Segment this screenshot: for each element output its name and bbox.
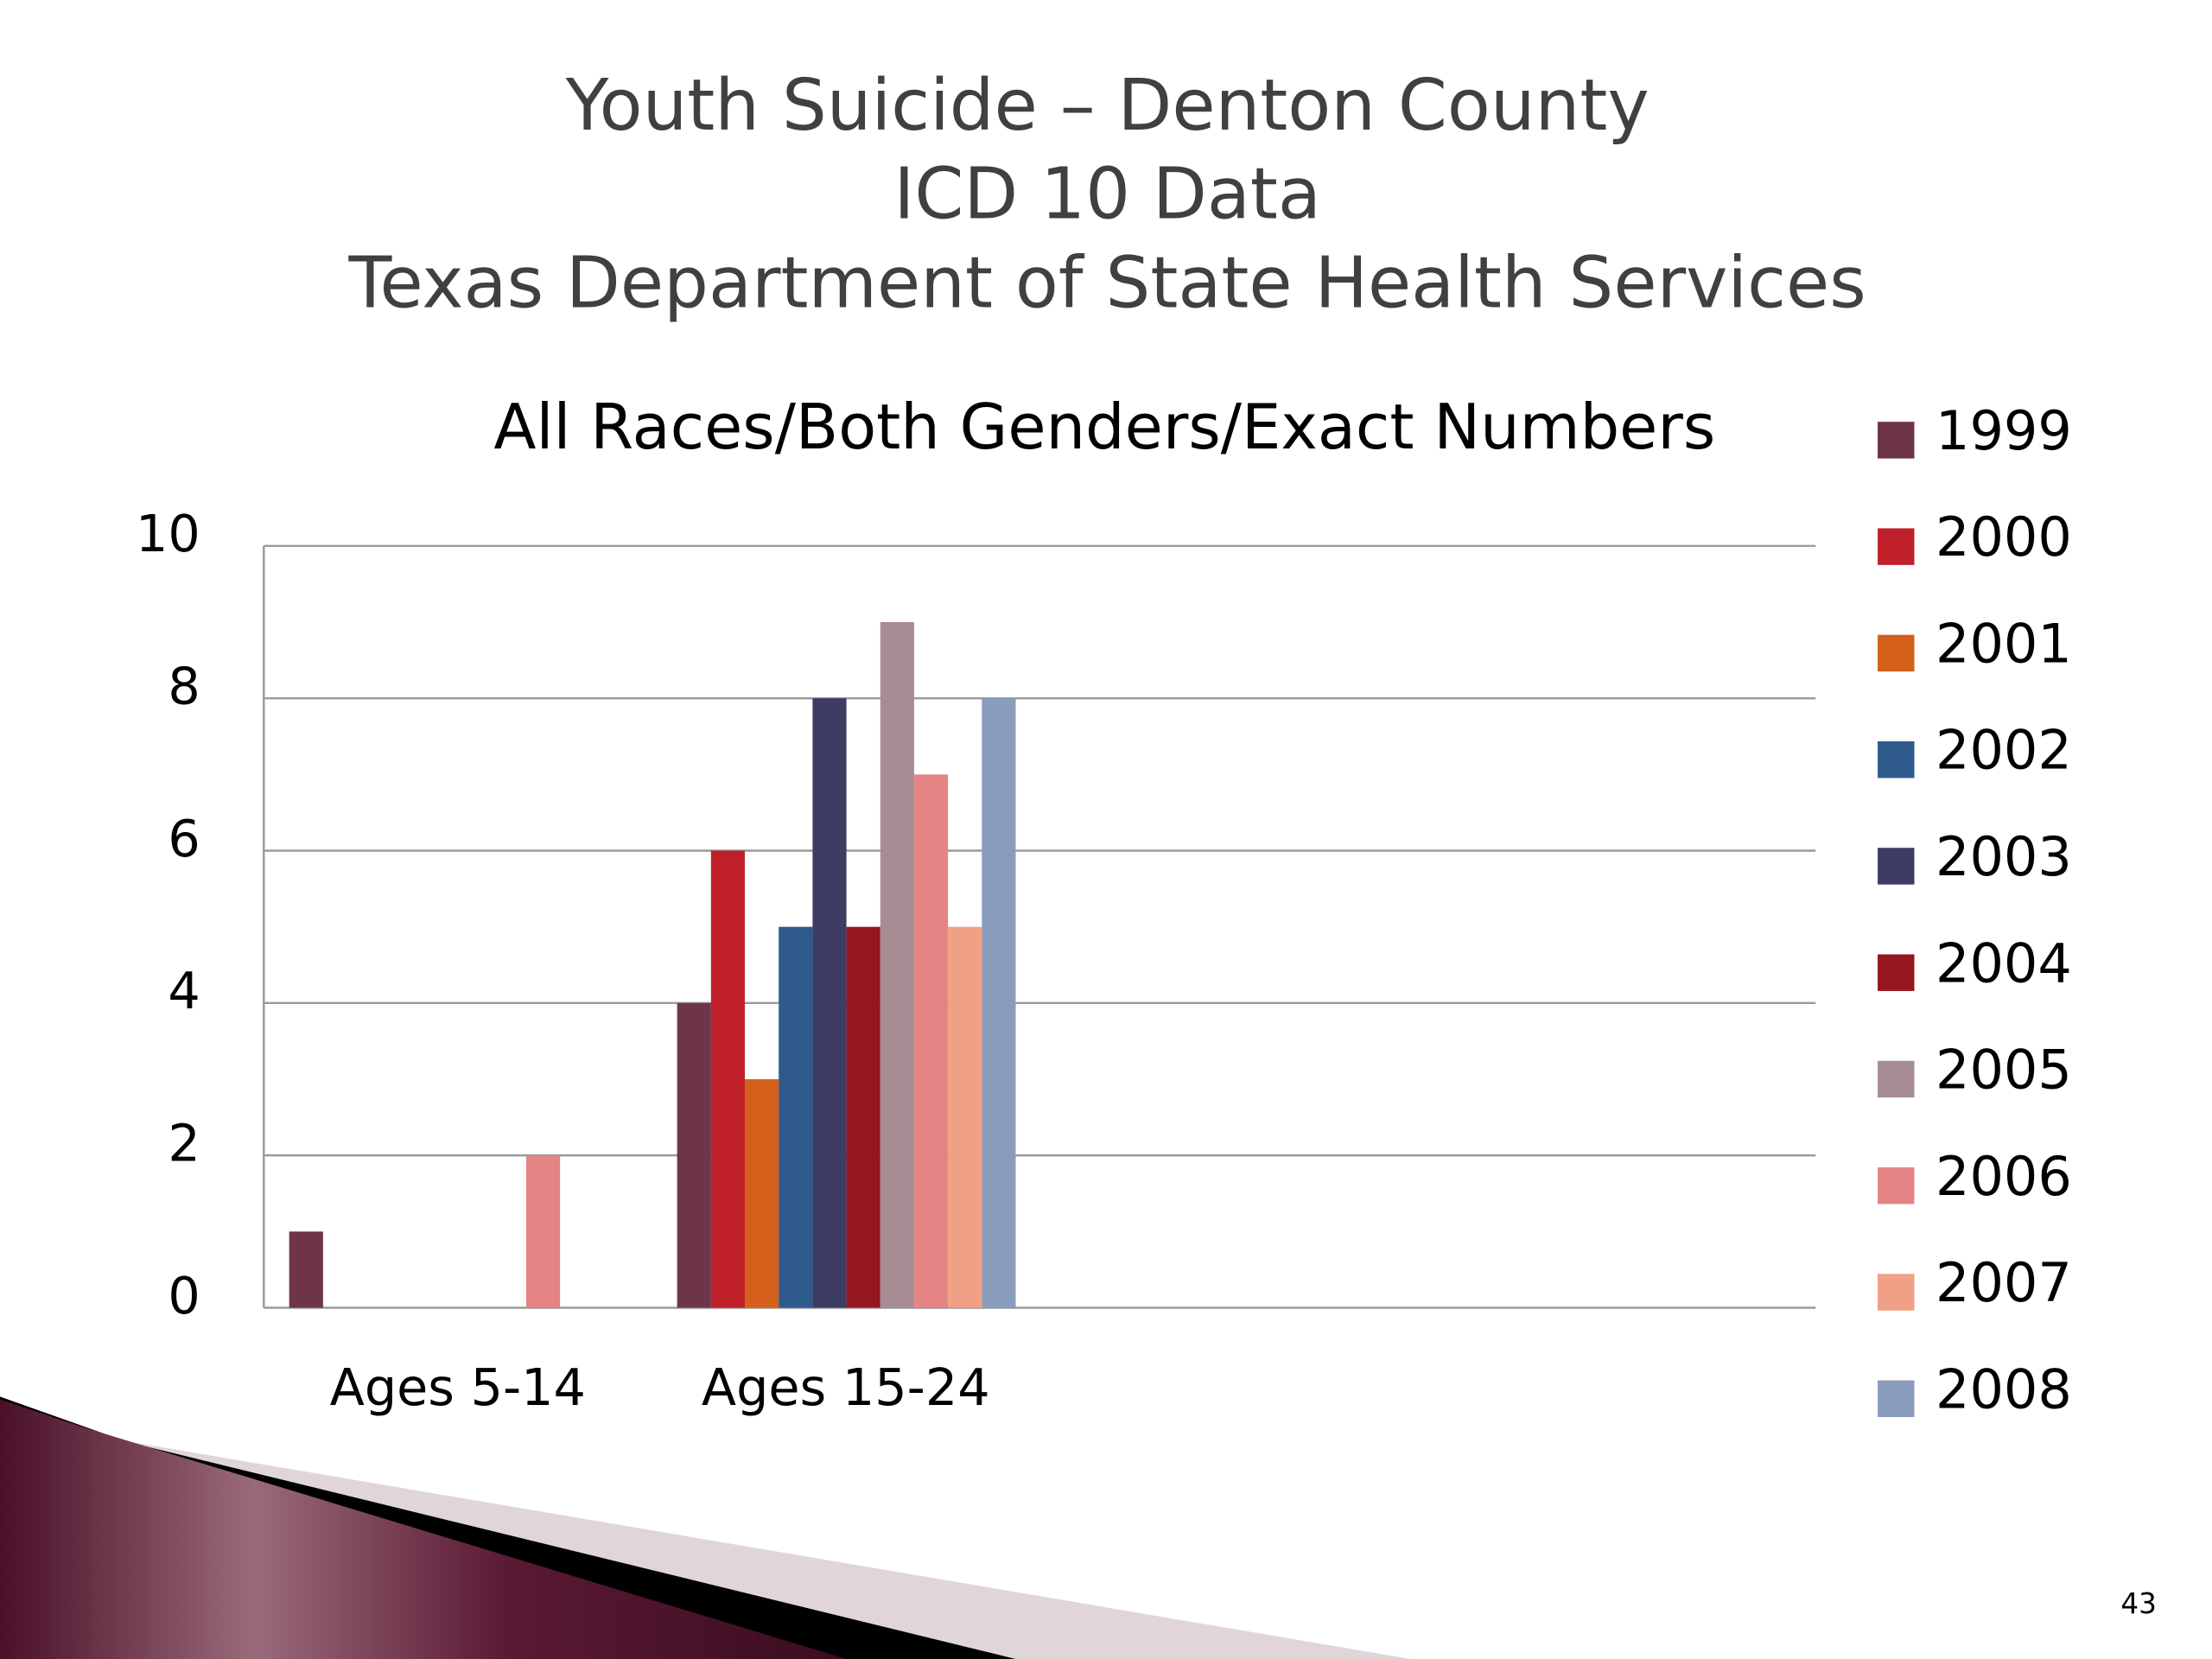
legend-label: 2005 bbox=[1936, 1039, 2072, 1102]
bar bbox=[289, 1231, 323, 1308]
legend-swatch bbox=[1878, 954, 1915, 991]
bar bbox=[812, 698, 847, 1308]
legend-swatch bbox=[1878, 741, 1915, 779]
x-tick-label: Ages 15-24 bbox=[702, 1357, 990, 1417]
chart-title: Youth Suicide – Denton County bbox=[565, 65, 1649, 147]
legend-label: 2002 bbox=[1936, 719, 2072, 782]
bar bbox=[525, 1155, 561, 1308]
bar bbox=[779, 926, 813, 1308]
bar bbox=[846, 926, 880, 1308]
legend-label: 2008 bbox=[1936, 1357, 2072, 1421]
legend-label: 2003 bbox=[1936, 825, 2072, 888]
bar bbox=[677, 1002, 711, 1308]
legend-swatch bbox=[1878, 1167, 1915, 1205]
legend-swatch bbox=[1878, 634, 1915, 672]
legend-label: 2001 bbox=[1936, 612, 2072, 675]
y-tick-label: 10 bbox=[136, 504, 200, 563]
legend-swatch bbox=[1878, 1060, 1915, 1098]
y-tick-label: 4 bbox=[168, 961, 200, 1020]
bar bbox=[982, 698, 1016, 1308]
legend-swatch bbox=[1878, 528, 1915, 565]
chart-title: Texas Department of State Health Service… bbox=[347, 243, 1866, 325]
legend-label: 2007 bbox=[1936, 1251, 2072, 1314]
chart-title: ICD 10 Data bbox=[893, 154, 1321, 236]
x-tick-label: Ages 5-14 bbox=[330, 1357, 586, 1417]
legend-label: 2004 bbox=[1936, 931, 2072, 995]
y-tick-label: 0 bbox=[168, 1266, 200, 1325]
bar bbox=[745, 1078, 779, 1308]
bar bbox=[948, 926, 982, 1308]
chart-subtitle: All Races/Both Genders/Exact Numbers bbox=[493, 391, 1715, 463]
legend-label: 2006 bbox=[1936, 1145, 2072, 1208]
page-number: 43 bbox=[2120, 1587, 2157, 1620]
legend-swatch bbox=[1878, 1274, 1915, 1311]
decoration bbox=[0, 1396, 1411, 1659]
y-tick-label: 6 bbox=[168, 809, 200, 868]
y-tick-label: 2 bbox=[168, 1113, 200, 1173]
legend-swatch bbox=[1878, 1380, 1915, 1417]
legend-swatch bbox=[1878, 422, 1915, 459]
legend-swatch bbox=[1878, 848, 1915, 885]
bar bbox=[880, 622, 914, 1308]
legend-label: 1999 bbox=[1936, 399, 2072, 462]
bar bbox=[913, 774, 949, 1308]
y-tick-label: 8 bbox=[168, 656, 200, 715]
bar bbox=[710, 850, 746, 1308]
legend-label: 2000 bbox=[1936, 505, 2072, 569]
